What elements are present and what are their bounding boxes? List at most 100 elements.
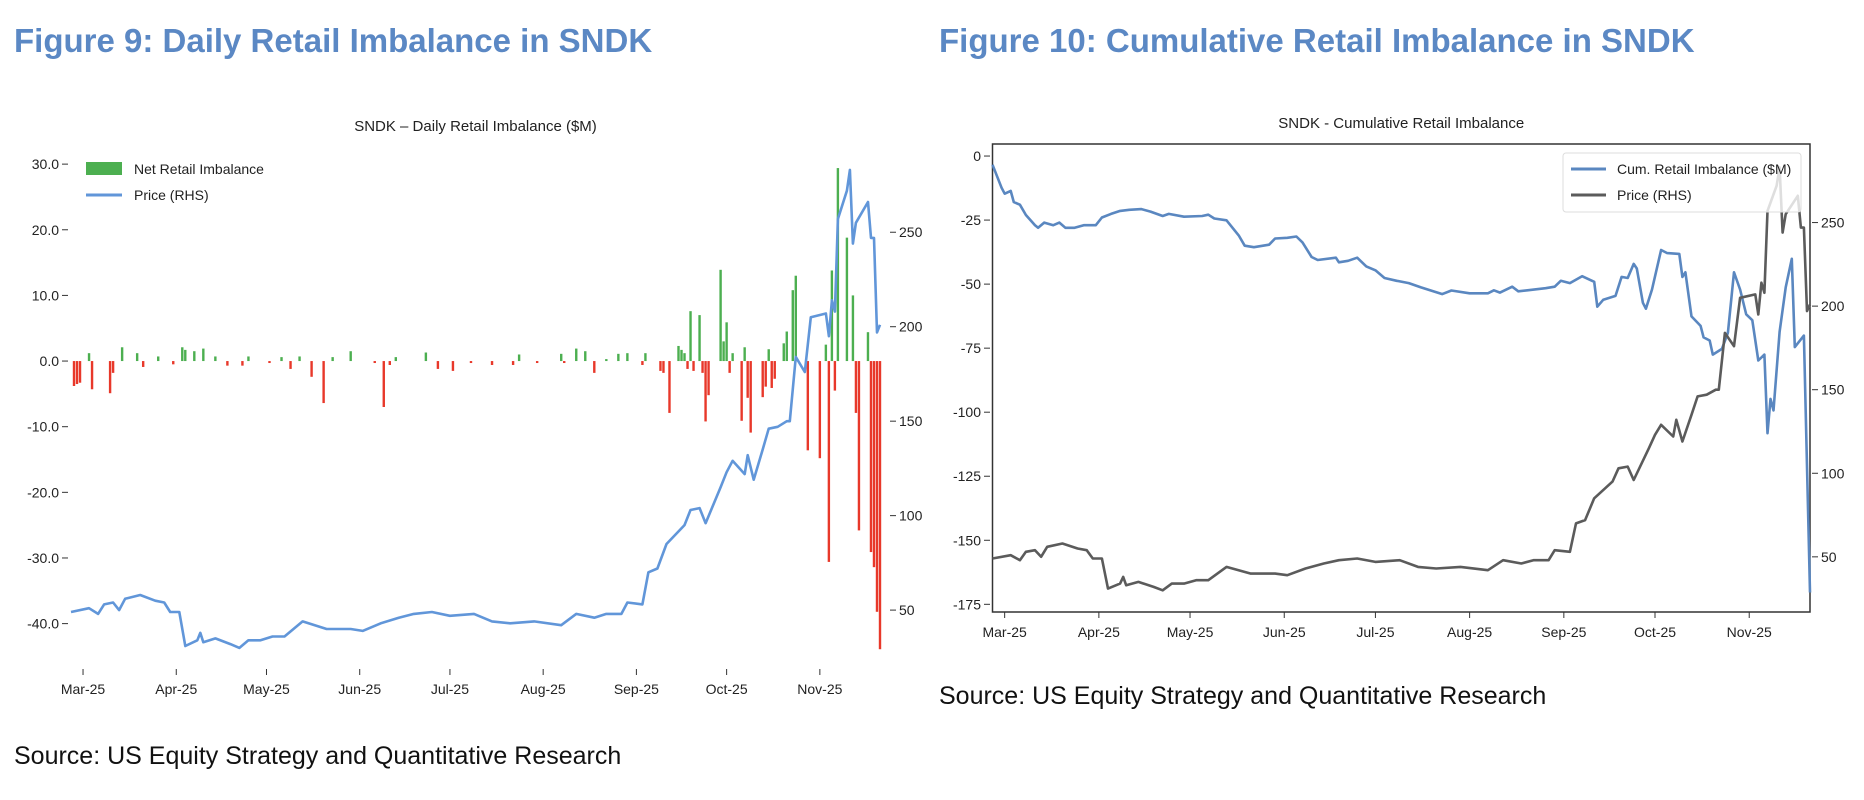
y-left-tick-label: -175 bbox=[953, 596, 981, 612]
y-left-tick-label: 10.0 bbox=[32, 287, 59, 303]
y-left-tick-label: -150 bbox=[953, 532, 981, 548]
imbalance-bar bbox=[241, 361, 244, 366]
imbalance-bar bbox=[289, 361, 292, 369]
y-right-tick-label: 50 bbox=[1821, 549, 1837, 565]
imbalance-bar bbox=[818, 361, 822, 459]
imbalance-bar bbox=[111, 361, 115, 373]
y-right-tick-label: 100 bbox=[899, 508, 923, 524]
imbalance-bar bbox=[451, 361, 455, 371]
imbalance-bar bbox=[322, 361, 325, 404]
imbalance-bar bbox=[75, 361, 79, 385]
chart-title: SNDK - Cumulative Retail Imbalance bbox=[1278, 115, 1524, 132]
y-left-tick-label: -25 bbox=[961, 212, 981, 228]
y-right-tick-label: 250 bbox=[899, 224, 923, 240]
y-left-tick-label: 20.0 bbox=[32, 222, 59, 238]
imbalance-bar bbox=[517, 354, 521, 362]
imbalance-bar bbox=[794, 275, 797, 362]
x-tick-label: Sep-25 bbox=[614, 681, 659, 697]
legend-label-price: Price (RHS) bbox=[1617, 187, 1692, 203]
imbalance-bar bbox=[701, 361, 704, 373]
imbalance-bar bbox=[764, 361, 767, 387]
x-tick-label: Sep-25 bbox=[1541, 624, 1586, 640]
imbalance-bar bbox=[806, 361, 810, 451]
imbalance-bar bbox=[280, 357, 283, 362]
imbalance-bar bbox=[310, 361, 313, 377]
x-tick-label: Aug-25 bbox=[521, 681, 566, 697]
imbalance-bar bbox=[108, 361, 112, 394]
imbalance-bar bbox=[575, 348, 578, 362]
x-tick-label: Nov-25 bbox=[1727, 624, 1772, 640]
y-right-tick-label: 250 bbox=[1821, 215, 1845, 231]
imbalance-bar bbox=[181, 347, 184, 362]
x-tick-label: Oct-25 bbox=[706, 681, 748, 697]
imbalance-bar bbox=[388, 361, 391, 365]
imbalance-bar bbox=[677, 345, 680, 362]
imbalance-bar bbox=[226, 361, 229, 366]
imbalance-bar bbox=[707, 361, 710, 396]
imbalance-bar bbox=[680, 349, 683, 362]
imbalance-bar bbox=[725, 322, 728, 362]
x-tick-label: Aug-25 bbox=[1447, 624, 1492, 640]
imbalance-bar bbox=[605, 359, 608, 362]
x-tick-label: Nov-25 bbox=[797, 681, 842, 697]
imbalance-bar bbox=[490, 361, 494, 365]
figure-9-title: Figure 9: Daily Retail Imbalance in SNDK bbox=[14, 22, 653, 59]
imbalance-bar bbox=[728, 361, 731, 373]
imbalance-bar bbox=[382, 361, 385, 407]
imbalance-bar bbox=[773, 361, 776, 379]
imbalance-bar bbox=[824, 344, 828, 362]
imbalance-bar bbox=[584, 351, 587, 362]
imbalance-bar bbox=[761, 361, 764, 398]
y-left-tick-label: -100 bbox=[953, 404, 981, 420]
imbalance-bar bbox=[87, 353, 91, 362]
imbalance-bar bbox=[135, 353, 139, 362]
x-tick-label: Mar-25 bbox=[61, 681, 106, 697]
y-left-tick-label: -10.0 bbox=[27, 419, 59, 435]
imbalance-bar bbox=[731, 353, 734, 362]
imbalance-bar bbox=[749, 361, 752, 433]
imbalance-bar bbox=[875, 361, 879, 612]
imbalance-bar bbox=[184, 349, 187, 362]
imbalance-bar bbox=[854, 361, 858, 413]
x-tick-label: Jul-25 bbox=[1356, 624, 1394, 640]
imbalance-bar bbox=[247, 356, 250, 362]
imbalance-bar bbox=[668, 361, 671, 413]
imbalance-bar bbox=[857, 361, 861, 531]
imbalance-bar bbox=[193, 351, 196, 362]
imbalance-bar bbox=[141, 361, 145, 367]
imbalance-bar bbox=[394, 357, 398, 362]
imbalance-bar bbox=[72, 361, 76, 386]
x-tick-label: Jun-25 bbox=[1263, 624, 1306, 640]
y-right-tick-label: 200 bbox=[1821, 298, 1845, 314]
imbalance-bar bbox=[872, 361, 876, 568]
imbalance-bar bbox=[436, 361, 440, 369]
legend-box bbox=[1562, 152, 1802, 213]
x-tick-label: May-25 bbox=[1167, 624, 1214, 640]
legend-label-imbalance: Net Retail Imbalance bbox=[134, 161, 264, 177]
imbalance-bar bbox=[563, 361, 566, 364]
y-right-tick-label: 200 bbox=[899, 319, 923, 335]
x-tick-label: Jun-25 bbox=[338, 681, 381, 697]
imbalance-bar bbox=[641, 361, 644, 365]
legend-label-cumulative: Cum. Retail Imbalance ($M) bbox=[1617, 161, 1791, 177]
imbalance-bar bbox=[845, 237, 849, 362]
y-right-tick-label: 150 bbox=[899, 413, 923, 429]
imbalance-bar bbox=[424, 352, 428, 362]
imbalance-bar bbox=[767, 349, 770, 362]
imbalance-bar bbox=[78, 361, 82, 383]
imbalance-bar bbox=[683, 353, 686, 362]
imbalance-bar bbox=[833, 361, 837, 391]
imbalance-bar bbox=[785, 331, 788, 362]
imbalance-bar bbox=[349, 351, 352, 362]
imbalance-bar bbox=[120, 347, 124, 362]
y-left-tick-label: 30.0 bbox=[32, 156, 59, 172]
imbalance-bar bbox=[659, 361, 662, 371]
y-left-tick-label: -50 bbox=[961, 276, 981, 292]
imbalance-bar bbox=[851, 295, 855, 362]
imbalance-bar bbox=[827, 361, 831, 562]
imbalance-bar bbox=[469, 361, 473, 364]
cumulative-imbalance-line bbox=[991, 164, 1812, 593]
imbalance-bar bbox=[869, 361, 873, 553]
imbalance-bar bbox=[535, 361, 539, 364]
